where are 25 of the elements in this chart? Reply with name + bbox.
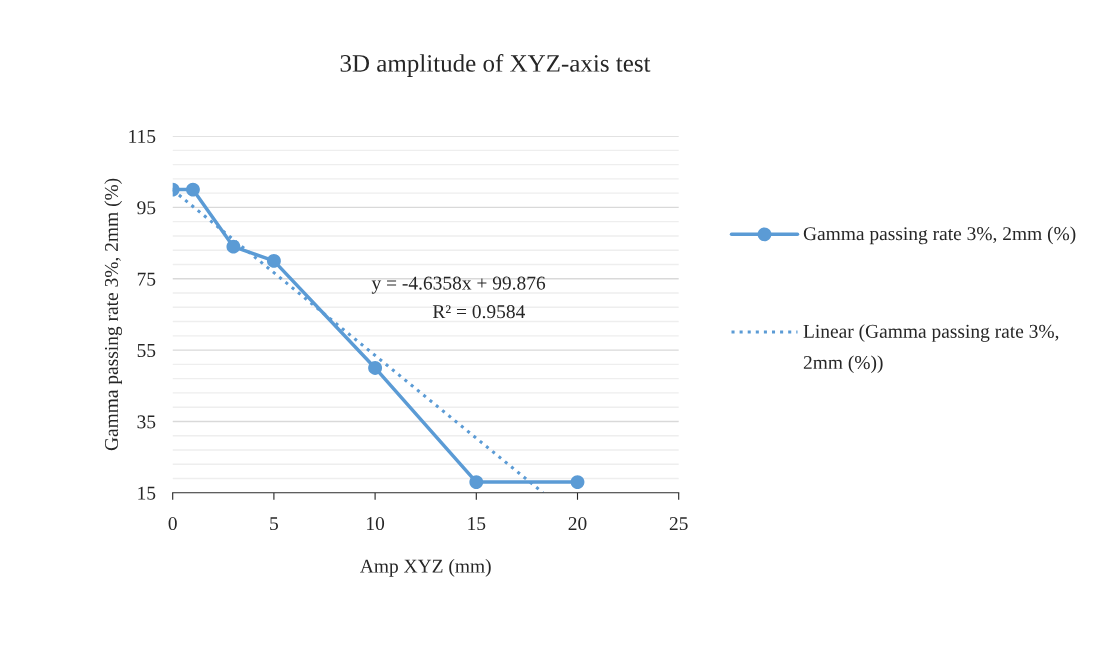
y-tick-label: 35 <box>137 415 156 429</box>
legend-label: Linear (Gamma passing rate 3%, 2mm (%)) <box>803 324 1059 374</box>
point <box>186 182 200 197</box>
y-tick-label: 75 <box>137 272 156 286</box>
point <box>226 239 241 254</box>
annotation: y = -4.6358x + 99.876 <box>371 276 546 294</box>
y-tick-label: 115 <box>129 129 156 143</box>
chart-title: 3D amplitude of XYZ-axis test <box>340 54 651 77</box>
point <box>570 475 585 490</box>
x-tick-label: 5 <box>270 517 278 531</box>
x-tick-label: 25 <box>669 517 688 531</box>
point <box>368 361 383 375</box>
y-tick-label: 95 <box>137 201 156 215</box>
x-tick-label: 15 <box>468 517 486 531</box>
x-tick-label: 10 <box>367 516 385 531</box>
annotation: R² = 0.9584 <box>432 305 526 319</box>
x-tick-label: 20 <box>568 516 587 531</box>
y-tick-label: 55 <box>137 344 156 358</box>
y-axis-title: Gamma passing rate 3%, 2mm (%) <box>104 178 123 451</box>
point <box>469 475 484 490</box>
legend-label: Gamma passing rate 3%, 2mm (%) <box>803 226 1076 245</box>
x-tick-label: 0 <box>168 516 177 531</box>
point <box>266 253 281 268</box>
y-tick-label: 15 <box>138 486 156 500</box>
x-axis-title: Amp XYZ (mm) <box>360 559 491 577</box>
